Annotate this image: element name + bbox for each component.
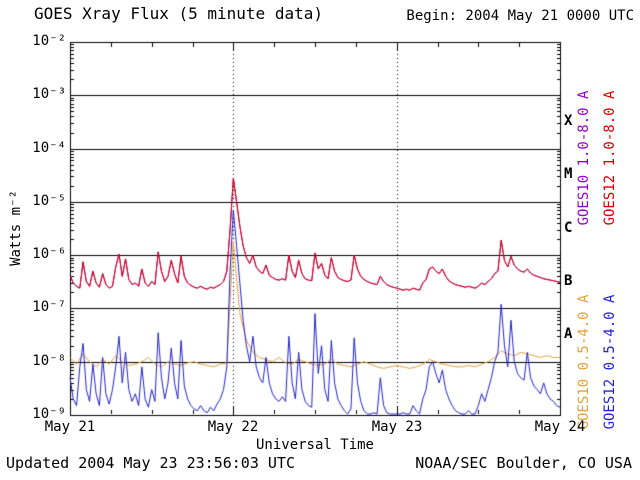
- legend-goes10-long: GOES10 1.0-8.0 A: [576, 90, 592, 226]
- x-tick-may22: May 22: [207, 419, 259, 435]
- y-tick-1e-8: 10⁻⁸: [32, 353, 66, 369]
- begin-time-label: Begin: 2004 May 21 0000 UTC: [406, 8, 634, 24]
- x-axis-title: Universal Time: [255, 437, 374, 453]
- legend-goes12-short: GOES12 0.5-4.0 A: [602, 294, 618, 430]
- updated-timestamp: Updated 2004 May 23 23:56:03 UTC: [6, 454, 295, 472]
- legend-goes10-short: GOES10 0.5-4.0 A: [576, 294, 592, 430]
- flare-class-x: X: [564, 113, 573, 129]
- x-tick-may21: May 21: [44, 419, 96, 435]
- legend-goes12-long: GOES12 1.0-8.0 A: [602, 90, 618, 226]
- y-tick-1e-7: 10⁻⁷: [32, 299, 66, 315]
- x-tick-may24: May 24: [534, 419, 586, 435]
- flare-class-a: A: [564, 326, 573, 342]
- credit-label: NOAA/SEC Boulder, CO USA: [415, 454, 632, 472]
- flare-class-b: B: [564, 273, 573, 289]
- page-title: GOES Xray Flux (5 minute data): [34, 4, 323, 23]
- flare-class-m: M: [564, 166, 573, 182]
- y-tick-1e-6: 10⁻⁶: [32, 246, 66, 262]
- x-tick-may23: May 23: [371, 419, 423, 435]
- y-tick-1e-3: 10⁻³: [32, 86, 66, 102]
- flare-class-c: C: [564, 220, 573, 236]
- y-tick-1e-2: 10⁻²: [32, 33, 66, 49]
- y-tick-1e-5: 10⁻⁵: [32, 193, 66, 209]
- y-tick-1e-9: 10⁻⁹: [32, 406, 66, 422]
- y-tick-1e-4: 10⁻⁴: [32, 140, 66, 156]
